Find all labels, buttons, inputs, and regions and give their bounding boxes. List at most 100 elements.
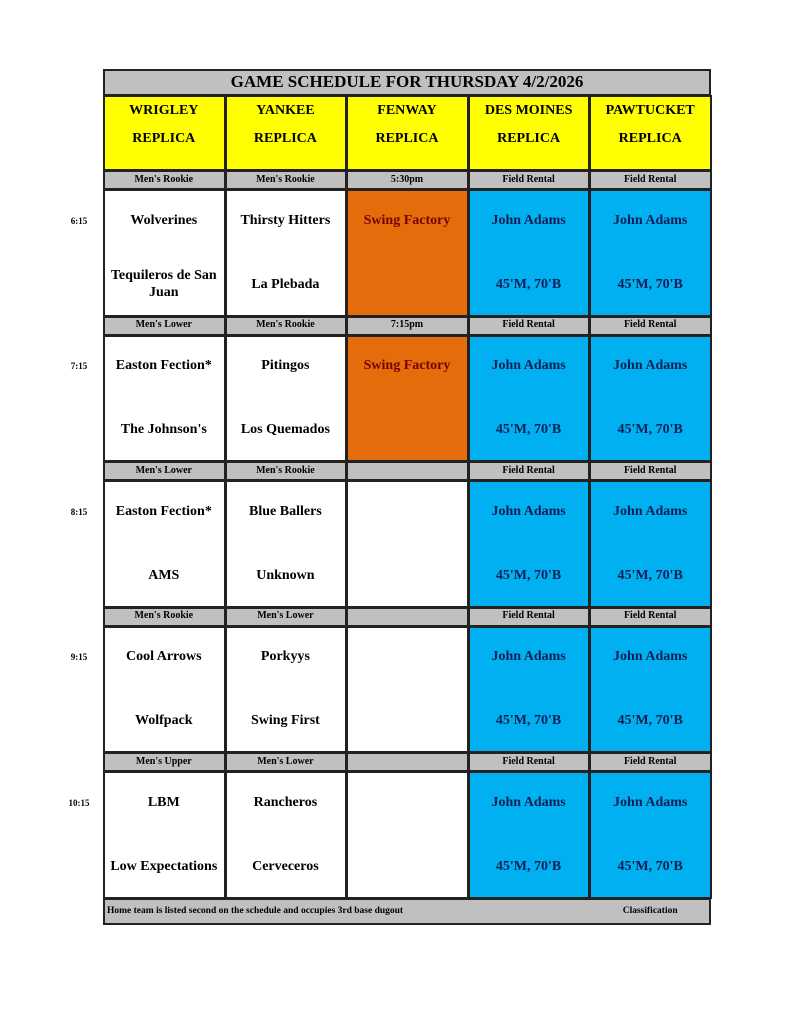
team-label: Los Quemados [240, 422, 330, 438]
class-label: Field Rental [502, 755, 555, 767]
team-label: 45'M, 70'B [495, 422, 562, 438]
title: GAME SCHEDULE FOR THURSDAY 4/2/2026 [230, 72, 584, 92]
game-cell [467, 625, 591, 754]
game-cell [346, 771, 469, 899]
team-label: 45'M, 70'B [617, 276, 683, 292]
team-label: The Johnson's [120, 422, 207, 438]
team-label: LBM [147, 794, 180, 810]
header-label: REPLICA [132, 130, 196, 146]
class-cell [346, 461, 469, 482]
team-label: John Adams [491, 794, 566, 810]
header-label: WRIGLEY [129, 102, 199, 118]
class-label: Field Rental [502, 173, 555, 185]
team-label: Thirsty Hitters [240, 212, 331, 228]
team-label: John Adams [613, 649, 688, 665]
header-cell [467, 95, 591, 171]
header-cell [346, 95, 469, 171]
time-label: 9:15 [70, 652, 88, 663]
class-label: Field Rental [623, 610, 677, 622]
header-label: PAWTUCKET [605, 102, 695, 118]
header-cell [589, 95, 712, 171]
header-label: REPLICA [497, 130, 561, 146]
time-label: 6:15 [70, 215, 88, 226]
team-label: John Adams [491, 503, 566, 519]
team-label: Wolfpack [135, 713, 193, 729]
team-label: Easton Fection* [115, 503, 212, 519]
class-label: Men's Rookie [256, 319, 315, 331]
team-label: 45'M, 70'B [495, 713, 562, 729]
team-label: 45'M, 70'B [617, 858, 683, 874]
team-label: 45'M, 70'B [495, 276, 562, 292]
class-label: Men's Lower [135, 319, 192, 331]
game-cell [467, 771, 591, 899]
class-cell [346, 752, 469, 773]
class-label: Men's Rookie [134, 610, 194, 622]
game-cell [346, 189, 469, 317]
team-label: John Adams [491, 212, 566, 228]
game-cell [103, 625, 226, 754]
team-label: 45'M, 70'B [617, 422, 683, 438]
class-cell [346, 606, 469, 627]
team-label: Wolverines [130, 212, 198, 228]
team-label: AMS [148, 567, 180, 583]
class-label: Men's Upper [135, 755, 192, 767]
team-label: 45'M, 70'B [617, 713, 683, 729]
team-label: Unknown [256, 567, 315, 583]
team-label: 45'M, 70'B [495, 567, 562, 583]
header-label: REPLICA [375, 130, 439, 146]
time-label: 7:15 [70, 361, 88, 372]
team-label: Swing Factory [363, 212, 451, 228]
team-label: Porkyys [260, 649, 310, 665]
class-label: 5:30pm [390, 173, 424, 185]
team-label: Swing Factory [363, 358, 451, 374]
header-label: REPLICA [618, 130, 682, 146]
class-label: Field Rental [623, 319, 677, 331]
team-label: Cool Arrows [126, 649, 202, 665]
team-label: John Adams [613, 212, 688, 228]
team-label: John Adams [613, 503, 688, 519]
header-label: YANKEE [256, 102, 315, 118]
game-cell [224, 334, 348, 463]
footer-bar [103, 898, 711, 925]
class-label: Field Rental [502, 610, 555, 622]
game-cell [346, 480, 469, 608]
game-cell [467, 189, 591, 317]
class-label: Field Rental [623, 755, 677, 767]
team-label: Rancheros [253, 794, 318, 810]
footer-legend: Classification [622, 905, 678, 916]
class-label: Men's Rookie [134, 173, 194, 185]
class-label: Men's Lower [257, 755, 314, 767]
header-label: DES MOINES [484, 102, 573, 118]
team-label: John Adams [491, 649, 566, 665]
game-cell [589, 771, 712, 899]
team-label: John Adams [491, 358, 566, 374]
game-cell [103, 334, 226, 463]
class-label: Field Rental [502, 464, 555, 476]
class-label: Men's Rookie [256, 464, 315, 476]
game-cell [224, 625, 348, 754]
team-label: 45'M, 70'B [617, 567, 683, 583]
game-cell [224, 480, 348, 608]
game-cell [103, 480, 226, 608]
team-label: 45'M, 70'B [495, 858, 562, 874]
class-label: Field Rental [623, 464, 677, 476]
team-label: John Adams [613, 358, 688, 374]
team-label: Pitingos [261, 358, 310, 374]
footer-note: Home team is listed second on the schedu… [107, 905, 404, 916]
team-label: John Adams [613, 794, 688, 810]
team-label: Swing First [250, 713, 320, 729]
team-label: Cerveceros [252, 858, 319, 874]
game-cell [589, 625, 712, 754]
game-cell [346, 334, 469, 463]
header-label: FENWAY [377, 102, 437, 118]
game-cell [589, 189, 712, 317]
team-label: Low Expectations [110, 858, 218, 874]
game-cell [589, 480, 712, 608]
game-cell [346, 625, 469, 754]
time-label: 8:15 [70, 506, 88, 517]
class-label: Men's Lower [135, 464, 192, 476]
game-cell [467, 480, 591, 608]
game-cell [224, 771, 348, 899]
class-label: 7:15pm [390, 319, 424, 331]
